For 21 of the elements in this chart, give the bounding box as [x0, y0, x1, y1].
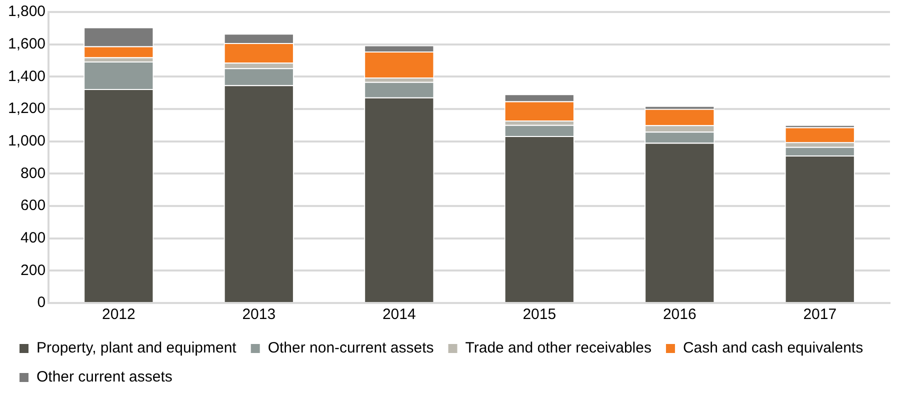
x-tick-label: 2014 [382, 306, 416, 324]
y-tick-label: 1,800 [8, 3, 46, 20]
y-tick-label: 200 [20, 262, 46, 279]
y-tick-label: 1,000 [8, 132, 46, 150]
x-tick-label: 2013 [242, 306, 276, 324]
x-tick-label: 2017 [803, 306, 837, 324]
y-tick-label: 1,600 [8, 35, 46, 52]
y-tick-label: 800 [20, 164, 46, 182]
legend-label: Trade and other receivables [465, 340, 652, 357]
y-tick-label: 400 [20, 229, 46, 246]
legend-label: Other current assets [36, 368, 172, 386]
y-tick-label: 1,400 [8, 68, 46, 85]
y-tick-label: 0 [37, 294, 46, 312]
x-tick-label: 2015 [522, 306, 556, 324]
legend-label: Cash and cash equivalents [682, 340, 864, 357]
x-tick-label: 2016 [662, 306, 696, 324]
y-tick-label: 600 [20, 197, 46, 214]
x-tick-label: 2012 [102, 306, 136, 324]
y-tick-label: 1,200 [8, 100, 46, 118]
legend-label: Property, plant and equipment [36, 340, 238, 357]
legend-label: Other non-current assets [268, 340, 434, 357]
